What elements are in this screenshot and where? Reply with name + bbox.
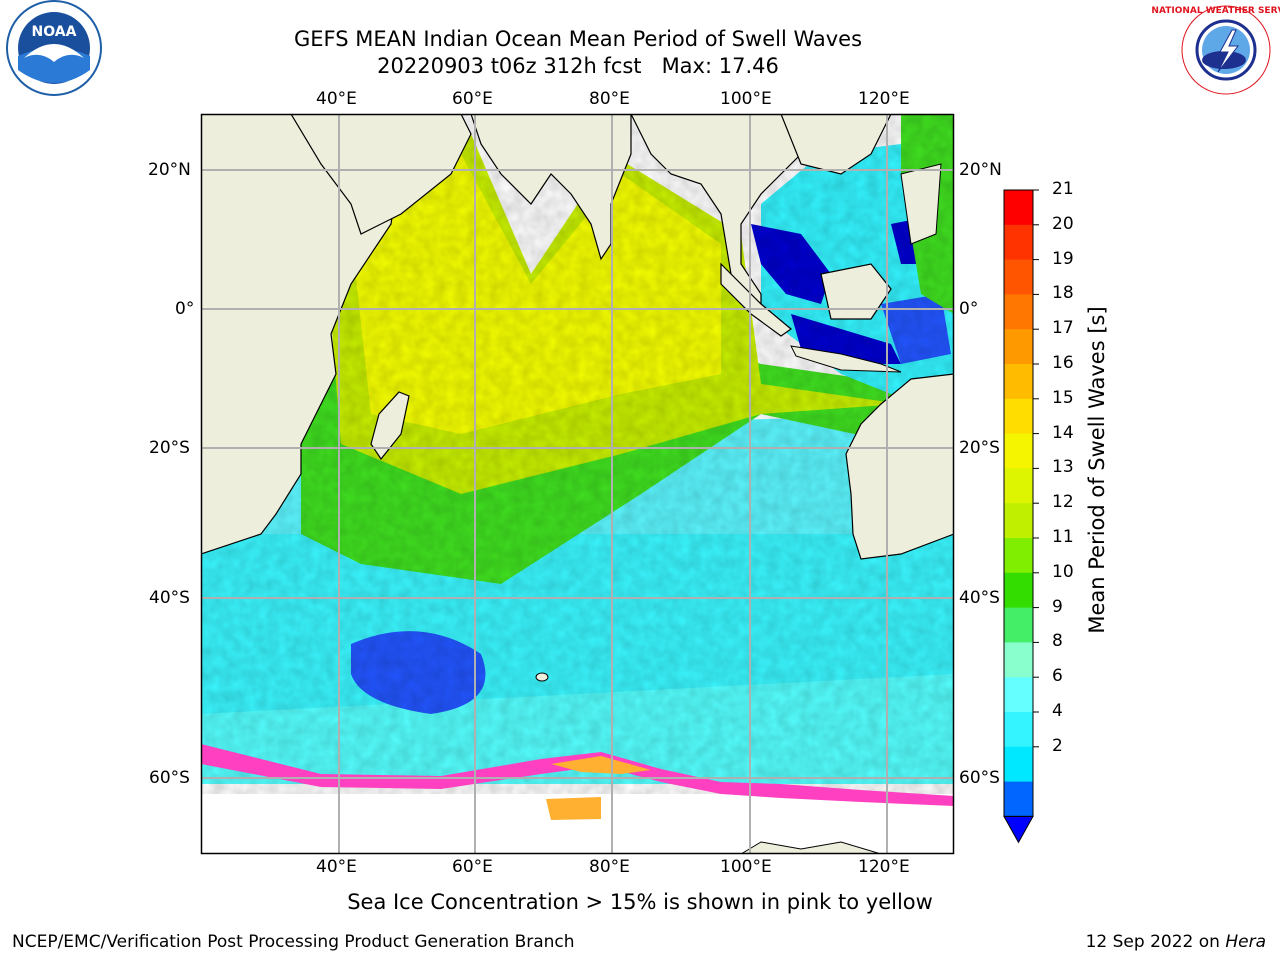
lat-label-left: 40°S [149, 588, 190, 608]
india-landmass [470, 114, 632, 261]
colorbar-tick-label: 4 [1052, 701, 1063, 721]
colorbar-tick-label: 9 [1052, 596, 1063, 617]
lat-label-left: 20°S [149, 438, 190, 458]
sea-ice-caption: Sea Ice Concentration > 15% is shown in … [347, 890, 933, 914]
southeast-asia-landmass [630, 114, 802, 316]
footer-date-text: 12 Sep 2022 on [1085, 932, 1226, 952]
colorbar-tick-label: 11 [1052, 527, 1074, 547]
colorbar-segment [1004, 642, 1033, 678]
colorbar-tick-label: 12 [1052, 492, 1074, 513]
lon-label-bottom: 60°E [452, 857, 493, 877]
colorbar-tick-label: 18 [1052, 283, 1074, 304]
noaa-logo-text: NOAA [32, 24, 77, 40]
colorbar-segment [1004, 781, 1033, 817]
colorbar-tick-label: 16 [1052, 353, 1074, 373]
lon-label-bottom: 100°E [720, 857, 772, 877]
colorbar-segment [1004, 468, 1033, 504]
colorbar-segment [1004, 712, 1033, 748]
colorbar-tick-label: 8 [1052, 631, 1063, 652]
lon-label-top: 120°E [858, 89, 910, 109]
lon-label-top: 80°E [589, 89, 630, 109]
colorbar-segment [1004, 677, 1033, 713]
footer-date: 12 Sep 2022 on Hera [1086, 932, 1266, 952]
lat-label-left: 60°S [149, 768, 190, 788]
colorbar-tick-label: 13 [1052, 457, 1074, 478]
colorbar-segment [1004, 503, 1033, 539]
colorbar-tick-label: 6 [1052, 666, 1063, 687]
colorbar-segment [1004, 259, 1033, 295]
sumatra [720, 262, 792, 337]
lon-label-top: 40°E [316, 89, 357, 109]
colorbar-tick-label: 19 [1052, 248, 1074, 269]
map-plot [200, 113, 955, 855]
map-frame [200, 113, 955, 855]
colorbar-tick-label: 17 [1052, 318, 1074, 339]
colorbar-segment [1004, 607, 1033, 643]
colorbar-segment [1004, 538, 1033, 574]
colorbar-segment [1004, 572, 1033, 609]
colorbar-tick-label: 10 [1052, 561, 1074, 582]
madagascar [370, 391, 410, 461]
colorbar-segment [1004, 329, 1033, 365]
colorbar-segment [1004, 224, 1033, 261]
lon-label-bottom: 40°E [316, 857, 357, 877]
lat-label-left: 20°N [148, 160, 191, 180]
sea-ice-edge [201, 744, 954, 806]
colorbar-segment [1004, 398, 1033, 435]
colorbar-tick-label: 14 [1052, 422, 1074, 443]
lat-label-right: 20°S [959, 438, 1000, 458]
lon-label-top: 100°E [720, 89, 772, 109]
colorbar-tick-label: 15 [1052, 387, 1074, 408]
colorbar-tick-label: 21 [1052, 179, 1074, 199]
footer-machine: Hera [1225, 932, 1266, 952]
lat-label-right: 0° [959, 299, 979, 319]
colorbar-segment [1004, 746, 1033, 783]
colorbar-label: Mean Period of Swell Waves [s] [1085, 306, 1109, 634]
nws-logo-text: NATIONAL WEATHER SERVICE [1151, 6, 1280, 16]
lon-label-bottom: 120°E [858, 857, 910, 877]
colorbar-segment [1004, 364, 1033, 400]
colorbar [1003, 189, 1039, 844]
lon-label-bottom: 80°E [589, 857, 630, 877]
arabia-landmass [290, 114, 472, 235]
lat-label-right: 20°N [959, 160, 1002, 180]
colorbar-tick-label: 20 [1052, 213, 1074, 234]
colorbar-segment [1004, 433, 1033, 469]
map-gridlines [201, 114, 954, 854]
sea-ice-patch [546, 797, 601, 820]
lon-label-top: 60°E [452, 89, 493, 109]
borneo [820, 263, 892, 320]
nws-logo: NATIONAL WEATHER SERVICE [1151, 4, 1280, 96]
colorbar-tick-label: 2 [1052, 735, 1063, 756]
colorbar-segment [1004, 294, 1033, 330]
lat-label-right: 60°S [959, 768, 1000, 788]
colorbar-segment [1004, 190, 1033, 226]
footer-branch: NCEP/EMC/Verification Post Processing Pr… [12, 932, 575, 952]
noaa-logo: NOAA [6, 0, 102, 96]
lat-label-right: 40°S [959, 588, 1000, 608]
colorbar-extend-arrow [1003, 815, 1034, 844]
map-title-line2: 20220903 t06z 312h fcst Max: 17.46 [377, 54, 779, 78]
lat-label-left: 0° [175, 299, 195, 319]
map-title-line1: GEFS MEAN Indian Ocean Mean Period of Sw… [293, 27, 863, 51]
australia-landmass [845, 373, 954, 560]
